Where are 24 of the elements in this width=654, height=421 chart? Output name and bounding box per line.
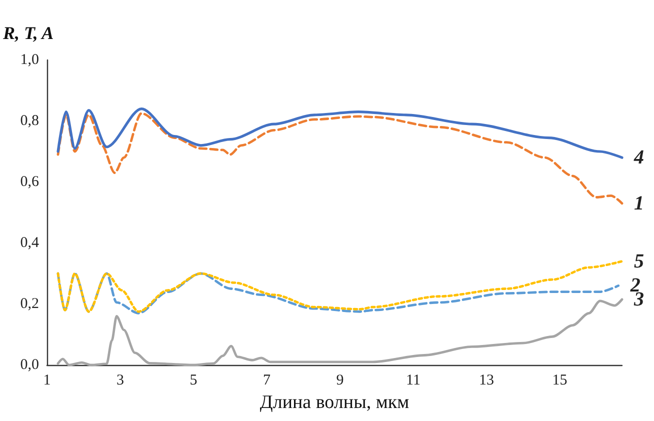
- x-tick-label: 7: [262, 372, 271, 388]
- y-tick-label: 1,0: [20, 52, 39, 68]
- x-tick-label: 3: [116, 372, 124, 388]
- y-tick-label: 0,0: [20, 357, 39, 373]
- x-tick-label: 9: [336, 372, 344, 388]
- y-tick-label: 0,8: [20, 113, 39, 129]
- x-tick-label: 1: [43, 372, 51, 388]
- line-series: [56, 112, 624, 205]
- y-tick-label: 0,2: [20, 296, 39, 312]
- series-label: 1: [634, 192, 644, 214]
- line-series: [56, 260, 624, 313]
- x-tick-label: 11: [406, 372, 420, 388]
- line-series: [56, 108, 624, 159]
- x-axis-title: Длина волны, мкм: [260, 392, 410, 413]
- line-series: [56, 298, 624, 366]
- series-label: 5: [634, 250, 644, 272]
- x-tick-label: 15: [552, 372, 568, 388]
- x-tick-label: 13: [478, 372, 494, 388]
- line-series: [56, 272, 620, 314]
- y-tick-label: 0,4: [20, 235, 40, 251]
- y-tick-label: 0,6: [20, 174, 40, 190]
- series-label: 4: [633, 146, 644, 169]
- x-tick-label: 5: [190, 372, 198, 388]
- y-axis-title: R, T, A: [2, 23, 54, 43]
